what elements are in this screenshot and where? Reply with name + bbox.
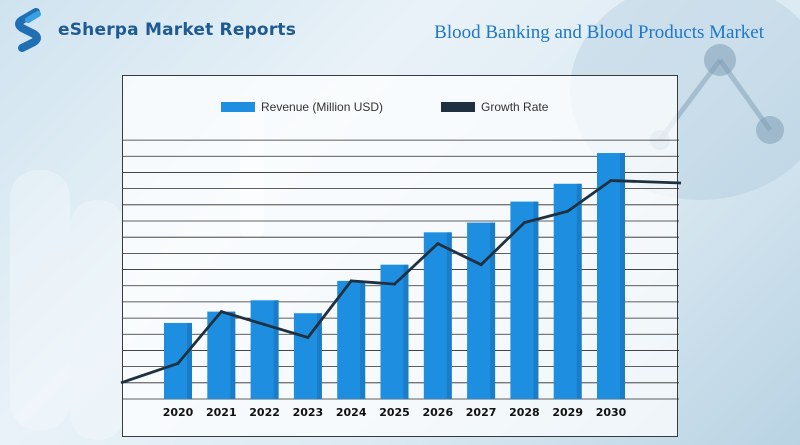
x-tick-2030: 2030 — [596, 406, 627, 419]
legend-label-revenue: Revenue (Million USD) — [261, 100, 384, 114]
growth-point-2029 — [566, 209, 570, 213]
growth-point-2025 — [393, 282, 396, 286]
x-tick-2027: 2027 — [466, 406, 497, 419]
growth-point-2020 — [176, 361, 180, 365]
x-tick-2029: 2029 — [552, 406, 583, 419]
report-title: Blood Banking and Blood Products Market — [434, 22, 764, 43]
legend-item-growth-rate: Growth Rate — [441, 100, 548, 114]
legend-swatch-growth-rate — [441, 102, 476, 112]
bar-shade-2026 — [446, 232, 452, 399]
growth-point-2027 — [479, 263, 483, 267]
x-tick-2022: 2022 — [249, 406, 280, 419]
x-tick-2028: 2028 — [509, 406, 540, 419]
bar-shade-2030 — [620, 153, 625, 399]
bar-shade-2028 — [533, 201, 539, 399]
chart-area: 2020 2021 2022 2023 2024 2025 2026 2027 2028 2029… — [120, 75, 682, 437]
x-tick-2024: 2024 — [336, 406, 367, 419]
x-tick-labels: 2020 2021 2022 2023 2024 2025 2026 2027 2028 2029… — [163, 406, 627, 419]
x-tick-2025: 2025 — [379, 406, 410, 419]
growth-point-2021 — [219, 310, 223, 314]
x-tick-2021: 2021 — [206, 406, 237, 419]
growth-point-2026 — [436, 242, 440, 246]
bar-shade-2022 — [273, 300, 279, 399]
brand-name: eSherpa Market Reports — [58, 20, 297, 40]
legend-item-revenue: Revenue (Million USD) — [221, 100, 383, 114]
brand: eSherpa Market Reports — [10, 8, 296, 52]
chart-legend: Revenue (Million USD) Growth Rate — [221, 100, 548, 114]
growth-point-2022 — [263, 323, 267, 327]
bar-shade-2027 — [490, 222, 496, 399]
bar-shade-2029 — [576, 183, 582, 399]
legend-label-growth-rate: Growth Rate — [481, 100, 549, 114]
bar-shade-2023 — [316, 313, 322, 399]
x-tick-2026: 2026 — [422, 406, 453, 419]
revenue-bars — [164, 153, 625, 399]
growth-point-2023 — [306, 336, 310, 340]
x-tick-2020: 2020 — [163, 406, 194, 419]
bar-shade-2024 — [360, 280, 366, 399]
growth-point-2028 — [522, 221, 526, 225]
chart-svg: 2020 2021 2022 2023 2024 2025 2026 2027 2028 2029… — [120, 139, 682, 419]
bar-shade-2021 — [230, 311, 236, 399]
growth-rate-line-group — [120, 179, 682, 385]
legend-swatch-revenue — [221, 102, 255, 112]
growth-point-2024 — [349, 279, 353, 283]
x-tick-2023: 2023 — [293, 406, 324, 419]
esherpa-s-logo-icon — [15, 8, 41, 52]
bar-shade-2025 — [403, 264, 409, 399]
growth-point-2030 — [609, 179, 613, 183]
bar-shade-2020 — [187, 322, 192, 399]
